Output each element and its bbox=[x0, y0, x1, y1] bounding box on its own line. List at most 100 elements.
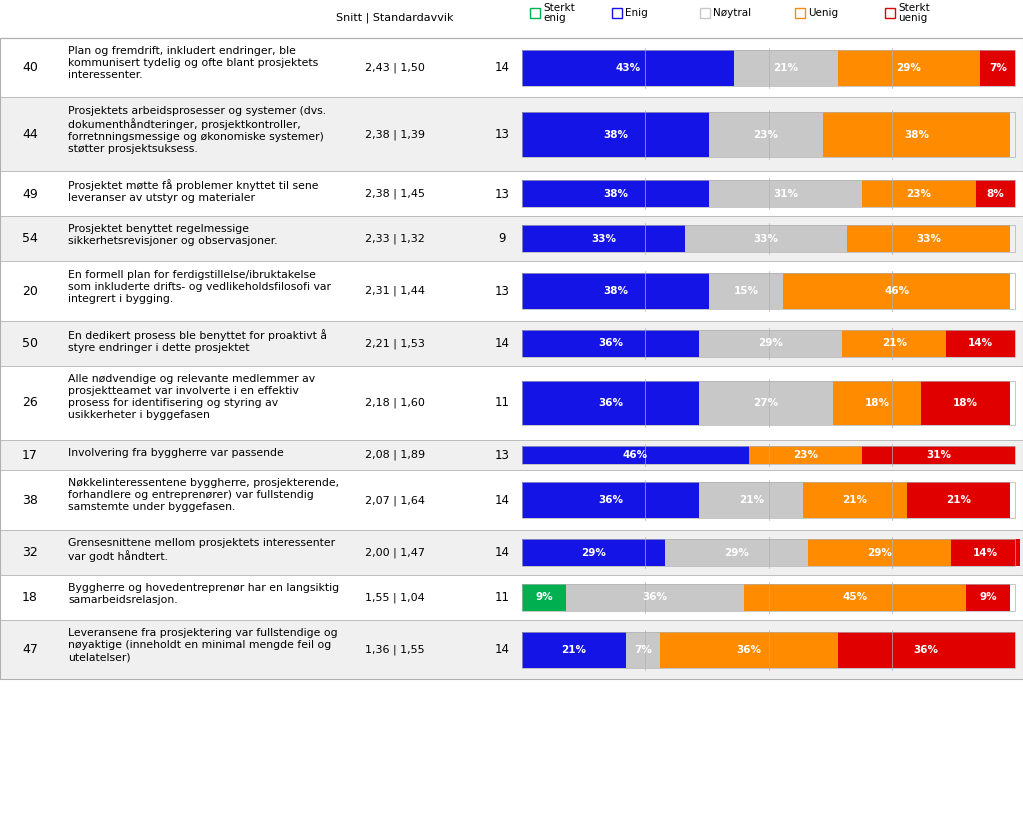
Text: 18%: 18% bbox=[864, 398, 889, 408]
Text: 36%: 36% bbox=[914, 644, 939, 655]
Bar bbox=[522, 50, 1015, 85]
Bar bbox=[665, 539, 808, 566]
Bar bbox=[709, 273, 784, 309]
Text: 20: 20 bbox=[23, 285, 38, 298]
Text: 17: 17 bbox=[23, 449, 38, 461]
Bar bbox=[862, 446, 1015, 465]
Text: Enig: Enig bbox=[625, 8, 648, 18]
Text: 11: 11 bbox=[494, 591, 509, 604]
Text: 2,18 | 1,60: 2,18 | 1,60 bbox=[365, 397, 425, 408]
Text: 38%: 38% bbox=[904, 130, 929, 140]
Text: 50: 50 bbox=[23, 337, 38, 350]
Text: 27%: 27% bbox=[754, 398, 779, 408]
Text: 36%: 36% bbox=[598, 398, 623, 408]
Bar bbox=[0, 440, 1023, 470]
Bar bbox=[522, 483, 700, 518]
Bar bbox=[522, 226, 684, 253]
Bar bbox=[700, 330, 843, 357]
Text: 44: 44 bbox=[23, 128, 38, 141]
Bar bbox=[0, 38, 1023, 680]
Text: 2,38 | 1,39: 2,38 | 1,39 bbox=[365, 129, 425, 140]
Bar bbox=[838, 50, 980, 85]
Text: 11: 11 bbox=[494, 397, 509, 410]
Bar bbox=[660, 632, 838, 667]
Bar bbox=[522, 584, 1015, 611]
Text: En formell plan for ferdigstillelse/ibruktakelse
som inkluderte drifts- og vedli: En formell plan for ferdigstillelse/ibru… bbox=[68, 269, 331, 304]
Text: 33%: 33% bbox=[754, 234, 779, 244]
Bar bbox=[522, 273, 1015, 309]
Text: 18%: 18% bbox=[953, 398, 978, 408]
Bar bbox=[0, 470, 1023, 530]
Bar bbox=[522, 381, 700, 425]
Text: 7%: 7% bbox=[634, 644, 652, 655]
Bar bbox=[862, 181, 976, 208]
Text: Snitt | Standardavvik: Snitt | Standardavvik bbox=[337, 13, 454, 23]
Bar bbox=[522, 112, 709, 157]
Bar bbox=[0, 217, 1023, 262]
Bar bbox=[0, 620, 1023, 680]
Text: 43%: 43% bbox=[616, 62, 640, 73]
Text: 2,08 | 1,89: 2,08 | 1,89 bbox=[365, 450, 426, 461]
Text: Sterkt
enig: Sterkt enig bbox=[543, 2, 575, 24]
Bar bbox=[530, 8, 540, 18]
Text: 29%: 29% bbox=[866, 548, 892, 557]
Text: 21%: 21% bbox=[946, 495, 971, 505]
Bar bbox=[951, 539, 1020, 566]
Bar bbox=[0, 530, 1023, 575]
Bar bbox=[522, 112, 1015, 157]
Bar bbox=[946, 330, 1015, 357]
Text: 36%: 36% bbox=[737, 644, 761, 655]
Text: 36%: 36% bbox=[598, 338, 623, 348]
Text: 49: 49 bbox=[23, 187, 38, 200]
Bar bbox=[522, 632, 1015, 667]
Text: 13: 13 bbox=[494, 187, 509, 200]
Text: 14: 14 bbox=[494, 493, 509, 507]
Text: 13: 13 bbox=[494, 128, 509, 141]
Text: 23%: 23% bbox=[793, 450, 818, 461]
Text: 36%: 36% bbox=[598, 495, 623, 505]
Text: 38%: 38% bbox=[604, 130, 628, 140]
Text: 13: 13 bbox=[494, 285, 509, 298]
Text: 38%: 38% bbox=[604, 189, 628, 199]
Bar bbox=[749, 446, 862, 465]
Bar bbox=[922, 381, 1010, 425]
Text: 2,00 | 1,47: 2,00 | 1,47 bbox=[365, 548, 425, 557]
Text: Leveransene fra prosjektering var fullstendige og
nøyaktige (inneholdt en minima: Leveransene fra prosjektering var fullst… bbox=[68, 628, 338, 662]
Text: Uenig: Uenig bbox=[808, 8, 838, 18]
Bar bbox=[0, 366, 1023, 440]
Text: 29%: 29% bbox=[724, 548, 749, 557]
Bar bbox=[808, 539, 951, 566]
Text: Prosjektets arbeidsprosesser og systemer (dvs.
dokumenthåndteringer, prosjektkon: Prosjektets arbeidsprosesser og systemer… bbox=[68, 106, 326, 154]
Bar bbox=[522, 539, 1015, 566]
Text: 9: 9 bbox=[498, 232, 505, 245]
Bar bbox=[522, 632, 625, 667]
Bar bbox=[976, 181, 1015, 208]
Bar bbox=[522, 50, 733, 85]
Bar bbox=[522, 181, 1015, 208]
Bar bbox=[0, 575, 1023, 620]
Bar bbox=[522, 273, 709, 309]
Text: 14%: 14% bbox=[973, 548, 998, 557]
Text: 36%: 36% bbox=[642, 593, 668, 603]
Bar bbox=[522, 446, 749, 465]
Text: 14: 14 bbox=[494, 643, 509, 656]
Text: Byggherre og hovedentreprenør har en langsiktig
samarbeidsrelasjon.: Byggherre og hovedentreprenør har en lan… bbox=[68, 583, 340, 605]
Text: 38%: 38% bbox=[604, 287, 628, 296]
Bar bbox=[522, 330, 700, 357]
Bar bbox=[795, 8, 805, 18]
Text: 38: 38 bbox=[23, 493, 38, 507]
Text: 9%: 9% bbox=[979, 593, 996, 603]
Bar bbox=[885, 8, 895, 18]
Text: 29%: 29% bbox=[581, 548, 606, 557]
Text: 31%: 31% bbox=[926, 450, 951, 461]
Text: 1,36 | 1,55: 1,36 | 1,55 bbox=[365, 644, 425, 655]
Text: 2,33 | 1,32: 2,33 | 1,32 bbox=[365, 234, 425, 245]
Text: Prosjektet møtte få problemer knyttet til sene
leveranser av utstyr og materiale: Prosjektet møtte få problemer knyttet ti… bbox=[68, 180, 318, 204]
Bar bbox=[700, 483, 803, 518]
Bar bbox=[700, 381, 833, 425]
Bar bbox=[522, 539, 665, 566]
Bar bbox=[522, 181, 709, 208]
Text: Sterkt
uenig: Sterkt uenig bbox=[898, 2, 930, 24]
Text: 31%: 31% bbox=[773, 189, 798, 199]
Text: 32: 32 bbox=[23, 546, 38, 559]
